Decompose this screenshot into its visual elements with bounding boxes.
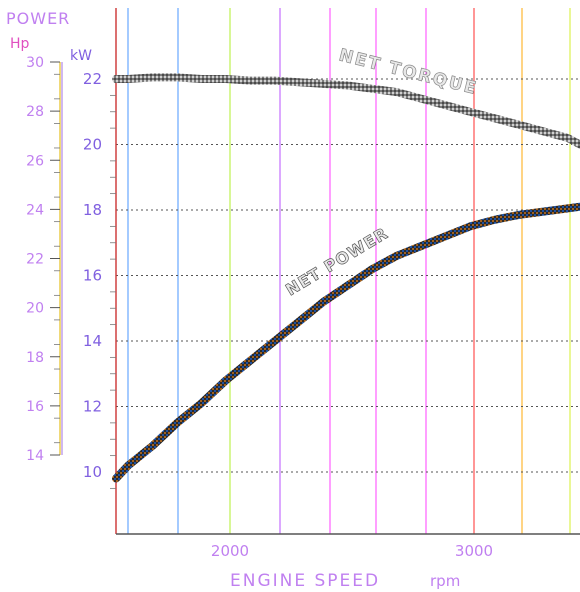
kw-unit-label: kW (70, 48, 92, 64)
x-axis-label: ENGINE SPEED (230, 571, 380, 591)
hp-tick-label: 20 (26, 301, 44, 317)
tick-labels-layer: 22 20 18 16 14 12 10 30 28 26 24 22 20 18 16 14 2000 3000 (26, 55, 493, 560)
hp-tick-label: 30 (26, 55, 44, 71)
hp-unit-label: Hp (10, 36, 30, 52)
hp-tick-label: 24 (26, 202, 44, 218)
hp-tick-label: 16 (26, 399, 44, 415)
kw-tick-label: 18 (83, 201, 102, 219)
hp-tick-label: 28 (26, 104, 44, 120)
kw-tick-label: 22 (83, 70, 102, 88)
power-axis-title: POWER (6, 9, 70, 28)
series-line (112, 73, 580, 149)
x-axis-unit: rpm (430, 572, 460, 590)
horizontal-gridlines (116, 78, 580, 473)
hp-tick-label: 18 (26, 350, 44, 366)
x-tick-label: 3000 (455, 542, 493, 560)
kw-tick-label: 16 (83, 267, 102, 285)
series-net-torque (112, 73, 580, 149)
hp-tick-label: 22 (26, 252, 44, 268)
series-layer (112, 73, 580, 483)
kw-tick-label: 10 (83, 463, 102, 481)
kw-tick-label: 20 (83, 136, 102, 154)
hp-tick-label: 14 (26, 448, 44, 464)
kw-tick-label: 14 (83, 332, 102, 350)
hp-scale (59, 62, 63, 455)
x-tick-label: 2000 (211, 542, 249, 560)
kw-tick-label: 12 (83, 398, 102, 416)
series-net-power (112, 202, 580, 483)
series-line (112, 202, 580, 483)
hp-tick-label: 26 (26, 153, 44, 169)
